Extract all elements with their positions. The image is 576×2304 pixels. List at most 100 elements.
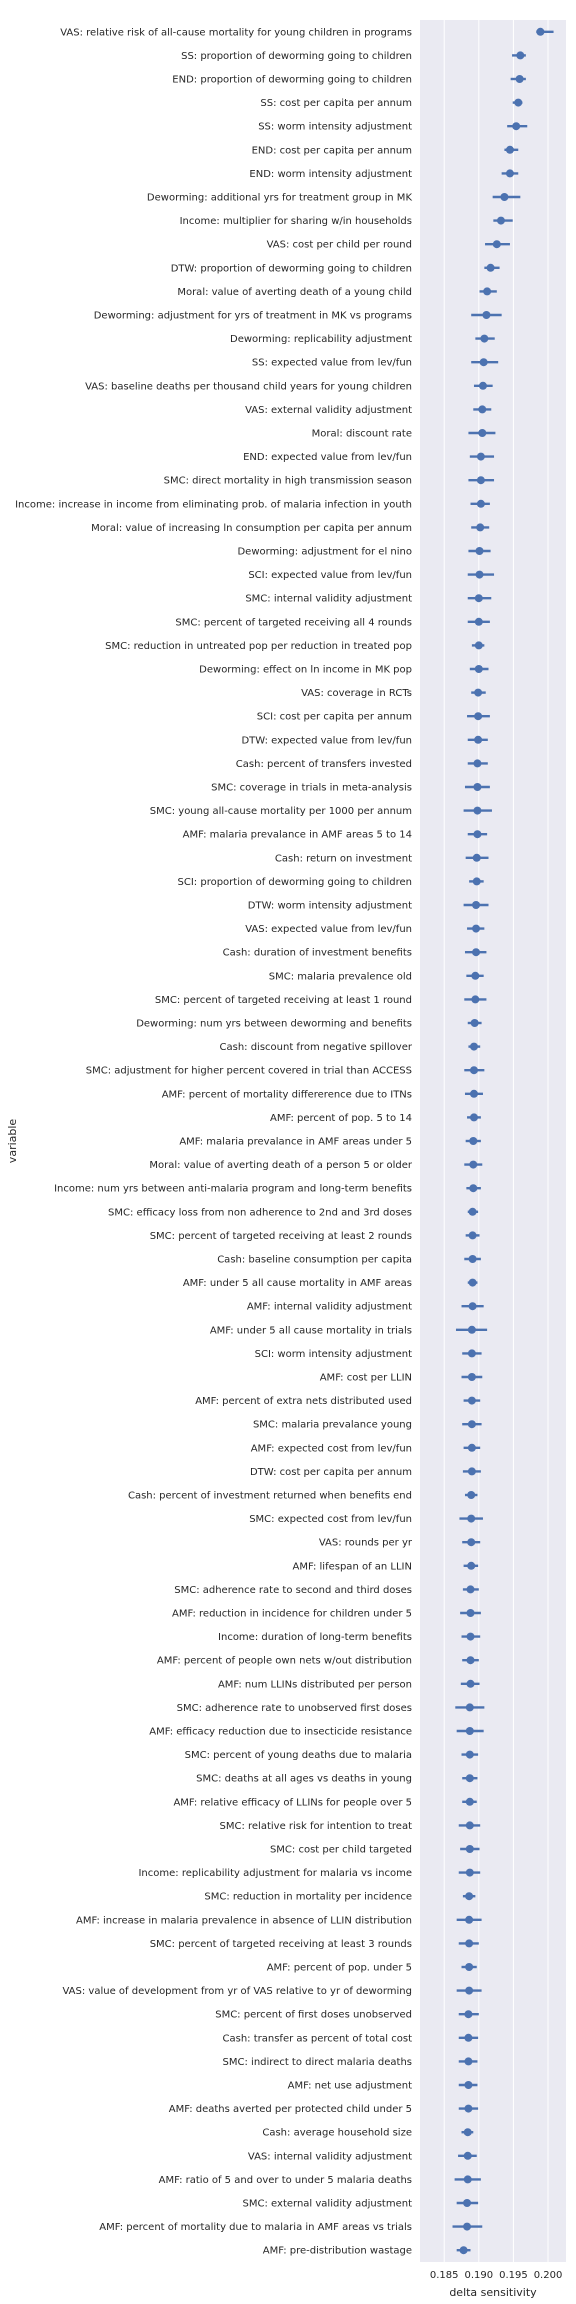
point-marker xyxy=(465,1750,474,1759)
point-marker xyxy=(474,617,483,626)
point-marker xyxy=(472,877,481,886)
y-tick-label: DTW: cost per capita per annum xyxy=(250,1467,412,1478)
point-marker xyxy=(465,1727,474,1735)
point-marker xyxy=(463,2175,472,2184)
x-tick-label: 0.190 xyxy=(464,2270,493,2281)
point-marker xyxy=(505,145,514,154)
point-marker xyxy=(482,311,491,319)
y-tick-label: Moral: value of averting death of a youn… xyxy=(177,287,412,298)
y-tick-label: Deworming: additional yrs for treatment … xyxy=(147,193,413,204)
y-tick-label: VAS: external validity adjustment xyxy=(245,405,412,416)
y-tick-label: END: proportion of deworming going to ch… xyxy=(172,75,412,86)
y-tick-label: AMF: efficacy reduction due to insectici… xyxy=(149,1727,412,1738)
y-tick-label: Cash: discount from negative spillover xyxy=(220,1042,413,1053)
point-marker xyxy=(464,2033,473,2042)
point-marker xyxy=(465,1774,474,1783)
y-tick-label: AMF: percent of pop. 5 to 14 xyxy=(270,1113,412,1124)
y-tick-label: VAS: expected value from lev/fun xyxy=(245,924,412,935)
point-marker xyxy=(471,995,480,1004)
y-tick-label: SMC: percent of young deaths due to mala… xyxy=(185,1750,412,1761)
point-marker xyxy=(476,452,485,461)
point-marker xyxy=(465,1892,474,1901)
y-tick-label: SMC: percent of targeted receiving all 4… xyxy=(175,617,412,628)
y-tick-label: AMF: internal validity adjustment xyxy=(247,1302,412,1313)
y-tick-label: Deworming: num yrs between deworming and… xyxy=(136,1019,412,1030)
y-tick-label: AMF: reduction in incidence for children… xyxy=(172,1609,412,1620)
y-tick-label: AMF: percent of mortality differerence d… xyxy=(162,1089,412,1100)
y-tick-label: SMC: direct mortality in high transmissi… xyxy=(164,476,412,487)
point-marker xyxy=(466,1679,475,1688)
point-marker xyxy=(463,2151,472,2160)
y-tick-label: Cash: return on investment xyxy=(275,853,412,864)
plot-background xyxy=(420,20,566,2262)
point-marker xyxy=(473,783,482,791)
point-marker xyxy=(468,1231,477,1240)
point-marker xyxy=(467,1538,476,1547)
y-tick-label: SMC: malaria prevalence old xyxy=(269,971,412,982)
y-axis-label: variable xyxy=(6,1119,19,1164)
y-tick-label: AMF: net use adjustment xyxy=(288,2081,412,2092)
y-tick-label: END: cost per capita per annum xyxy=(252,145,412,156)
y-tick-label: Cash: duration of investment benefits xyxy=(223,948,412,959)
point-marker xyxy=(465,1797,474,1806)
point-marker xyxy=(465,1963,474,1971)
y-tick-label: VAS: coverage in RCTs xyxy=(301,688,412,699)
point-marker xyxy=(516,51,525,60)
point-marker xyxy=(476,499,485,508)
point-marker xyxy=(474,641,483,650)
y-tick-label: SMC: deaths at all ages vs deaths in you… xyxy=(196,1774,412,1785)
y-tick-label: DTW: proportion of deworming going to ch… xyxy=(171,263,412,274)
point-marker xyxy=(464,2081,473,2089)
point-marker xyxy=(469,1184,478,1193)
point-marker xyxy=(463,2128,472,2137)
point-marker xyxy=(467,1514,476,1523)
y-tick-label: AMF: percent of mortality due to malaria… xyxy=(99,2222,412,2233)
point-marker xyxy=(468,1255,477,1263)
point-marker xyxy=(467,1420,476,1429)
point-marker xyxy=(464,2057,473,2066)
point-marker xyxy=(459,2246,468,2255)
point-marker xyxy=(466,1632,475,1641)
y-tick-label: VAS: cost per child per round xyxy=(267,240,412,251)
y-tick-label: Deworming: adjustment for el nino xyxy=(237,547,412,558)
y-tick-label: SMC: adherence rate to unobserved first … xyxy=(177,1703,412,1714)
x-axis-label: delta sensitivity xyxy=(449,2286,537,2299)
y-tick-label: DTW: worm intensity adjustment xyxy=(248,901,412,912)
point-marker xyxy=(474,735,483,744)
x-tick-label: 0.195 xyxy=(499,2270,528,2281)
y-tick-label: Cash: percent of transfers invested xyxy=(236,759,412,770)
y-tick-label: VAS: rounds per yr xyxy=(319,1538,413,1549)
y-tick-label: SMC: indirect to direct malaria deaths xyxy=(223,2057,412,2068)
point-marker xyxy=(464,2010,473,2019)
y-tick-label: SMC: adherence rate to second and third … xyxy=(174,1585,412,1596)
y-tick-label: SMC: coverage in trials in meta-analysis xyxy=(211,783,412,794)
y-tick-label: AMF: ratio of 5 and over to under 5 mala… xyxy=(159,2175,412,2186)
point-marker xyxy=(476,476,485,485)
point-marker xyxy=(475,547,484,555)
point-marker xyxy=(469,1137,478,1145)
y-tick-label: VAS: value of development from yr of VAS… xyxy=(62,1986,412,1997)
point-marker xyxy=(470,1019,479,1027)
point-marker xyxy=(474,594,483,603)
y-tick-label: SMC: young all-cause mortality per 1000 … xyxy=(150,806,412,817)
point-marker xyxy=(469,1160,478,1169)
point-marker xyxy=(512,122,521,131)
y-tick-label: Cash: average household size xyxy=(262,2128,412,2139)
y-tick-label: Cash: transfer as percent of total cost xyxy=(223,2033,413,2044)
point-marker xyxy=(478,405,487,414)
y-tick-label: SMC: malaria prevalance young xyxy=(253,1420,412,1431)
point-marker xyxy=(467,1443,476,1452)
point-marker xyxy=(463,2199,472,2207)
y-tick-label: Moral: value of increasing ln consumptio… xyxy=(91,523,412,534)
point-marker xyxy=(473,830,482,839)
y-tick-label: END: worm intensity adjustment xyxy=(249,169,412,180)
point-marker xyxy=(479,358,488,367)
y-tick-label: END: expected value from lev/fun xyxy=(243,452,412,463)
point-marker xyxy=(469,1042,478,1051)
x-tick-label: 0.200 xyxy=(534,2270,563,2281)
point-marker xyxy=(475,570,484,579)
point-marker xyxy=(483,287,492,296)
y-tick-label: AMF: percent of extra nets distributed u… xyxy=(195,1396,412,1407)
y-tick-label: VAS: internal validity adjustment xyxy=(248,2151,412,2162)
point-marker xyxy=(467,1325,476,1334)
